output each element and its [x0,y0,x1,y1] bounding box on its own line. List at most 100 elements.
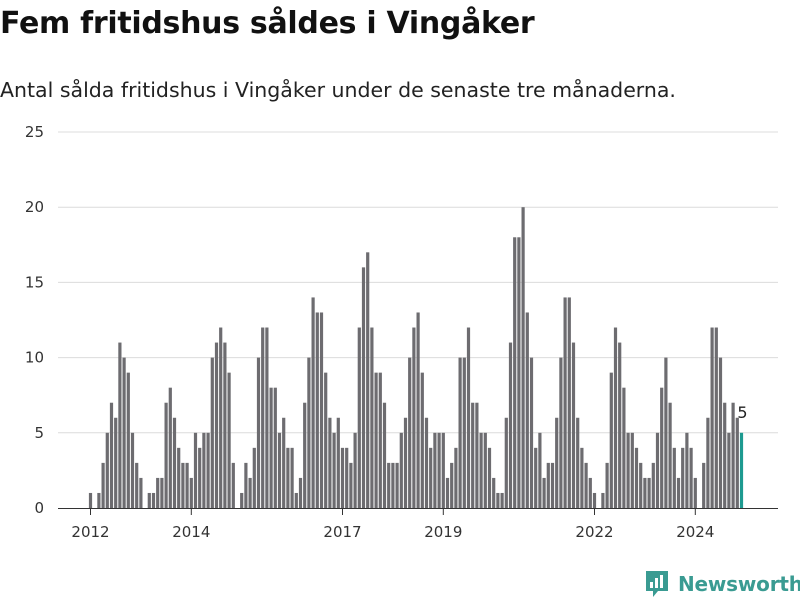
y-tick-label: 20 [25,198,44,216]
bar [475,402,479,508]
bar [382,402,387,508]
bar [718,357,723,508]
bar [655,432,660,508]
bar [307,357,311,508]
bar [466,327,471,508]
bar [630,432,634,508]
bar [702,462,706,508]
bar [429,447,433,508]
bar [508,342,513,508]
bar [580,447,584,508]
bar [500,492,504,508]
bar [315,312,319,508]
bar [424,417,429,508]
bar [504,417,508,508]
bar [441,432,445,508]
bar [538,432,542,508]
bar-chart: 0 5 10 15 20 25 5 2012 2014 2017 2019 2022 2024 [25,123,778,541]
x-tick-label: 2014 [172,523,210,541]
bar [689,447,693,508]
bar [248,477,252,508]
bar [618,342,622,508]
bar [223,342,227,508]
y-tick-label: 5 [34,424,44,442]
bar [210,357,214,508]
bar [592,492,597,508]
bar [156,477,160,508]
bar [643,477,647,508]
bar [303,402,307,508]
bar [105,432,109,508]
chart-title: Fem fritidshus såldes i Vingåker [0,6,535,41]
bar [135,462,139,508]
bar [340,447,345,508]
bar [353,432,357,508]
bar [168,387,172,508]
bar [193,432,198,508]
bar [160,477,164,508]
bar [286,447,290,508]
bar [252,447,256,508]
bar [471,402,475,508]
bar [584,462,588,508]
bar [261,327,265,508]
bar [282,417,286,508]
bar [231,462,235,508]
bar [399,432,403,508]
bar [437,432,441,508]
bar [378,372,382,508]
bar [723,402,727,508]
bar [420,372,424,508]
bar [571,342,576,508]
bar [563,297,567,508]
bar [559,357,563,508]
bar [244,462,248,508]
bar [151,492,156,508]
bar [445,477,450,508]
bar [311,297,315,508]
bar [454,447,458,508]
bar [622,387,626,508]
bar [529,357,534,508]
bar [298,477,303,508]
bar-chart-logo-icon [646,571,668,597]
bar [576,417,580,508]
bar [588,477,592,508]
bar [118,342,122,508]
bar [319,312,324,508]
chart-subtitle: Antal sålda fritidshus i Vingåker under … [0,78,676,102]
bar [294,492,298,508]
bar [550,462,555,508]
bar [639,462,643,508]
bar [664,357,668,508]
bar [546,462,550,508]
bar [240,492,244,508]
bar-latest [739,432,744,508]
bar [517,237,521,508]
y-tick-label: 10 [25,349,44,367]
bar [164,402,168,508]
bar [101,462,105,508]
bar [328,417,332,508]
bar [332,432,336,508]
x-tick-label: 2012 [71,523,109,541]
bar [227,372,231,508]
bar [122,357,126,508]
latest-value-label: 5 [737,403,747,422]
x-tick-label: 2022 [575,523,613,541]
bar [185,462,189,508]
bar [660,387,664,508]
bar [126,372,130,508]
bar [265,327,269,508]
bar [487,447,492,508]
bar [366,252,370,508]
bar [496,492,500,508]
bar [605,462,609,508]
bar [693,477,697,508]
bar [336,417,340,508]
bar [681,447,685,508]
bar [492,477,496,508]
bar [97,492,101,508]
bar [458,357,462,508]
grid-layer: 0 5 10 15 20 25 [25,123,778,517]
